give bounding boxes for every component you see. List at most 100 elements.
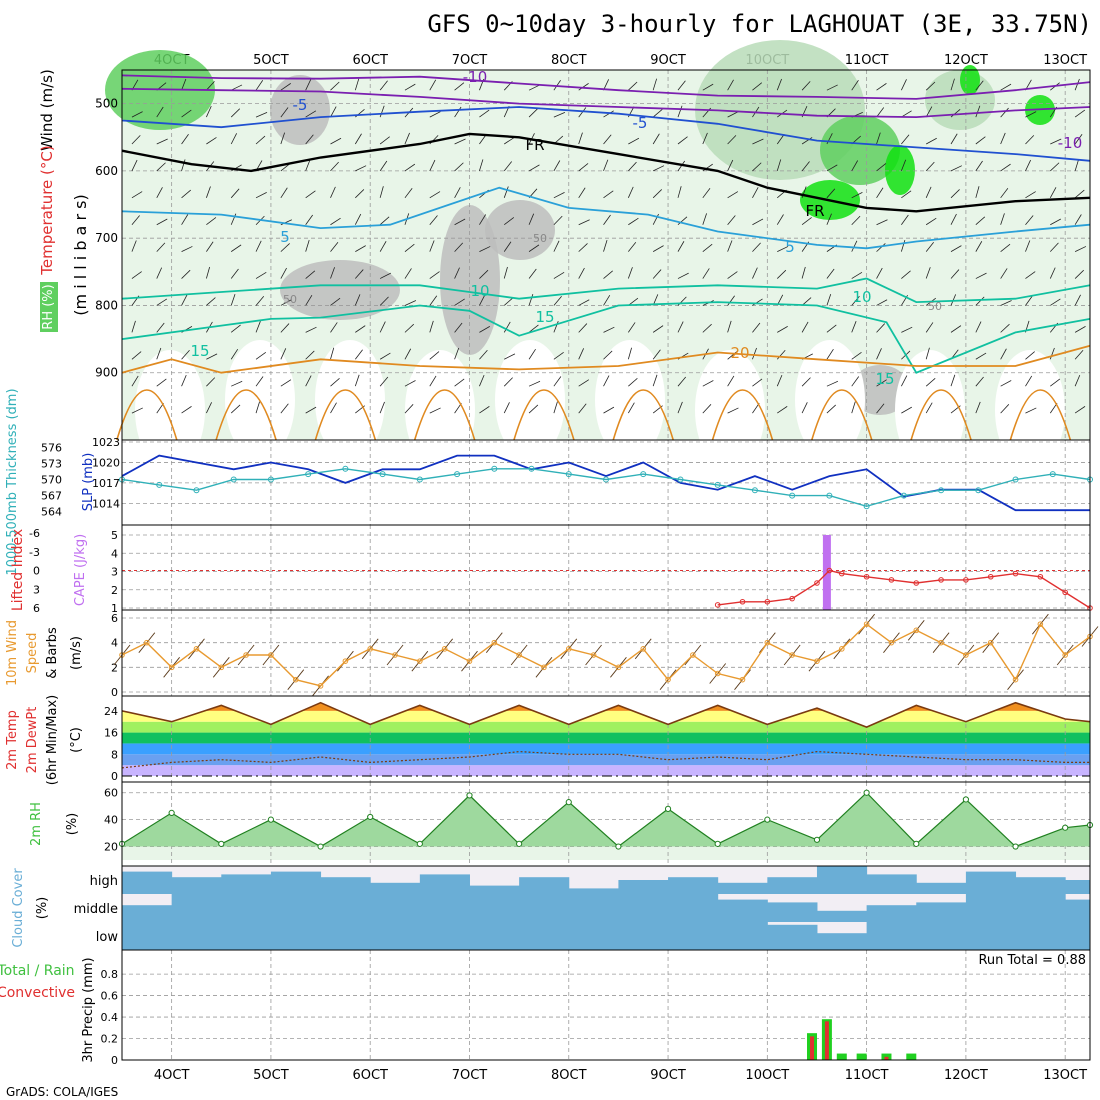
wind-barb [206, 377, 216, 387]
wind-barb [404, 132, 410, 145]
rh2m-point [1062, 824, 1069, 831]
rh-shade [925, 70, 995, 130]
pressure-tick-label: 900 [95, 366, 118, 380]
wind-barb [305, 110, 317, 118]
cloud-high-bar [122, 871, 173, 894]
rh2m-panel: 60 40 20 2m RH (%) [29, 781, 1094, 867]
wind-barb [801, 217, 812, 226]
wind-barb [280, 187, 288, 199]
wind10m-point [690, 652, 696, 658]
wind-barb [379, 241, 387, 252]
wind-barb [156, 242, 166, 252]
temperature-band [122, 721, 1090, 733]
wind-barb [355, 165, 367, 172]
wind-barb [354, 133, 362, 145]
wind10m-point [466, 658, 473, 664]
temperature-contour [121, 106, 1091, 162]
wind-barb [950, 294, 957, 306]
wind-barb [975, 136, 986, 145]
cape-tick-label: 1 [111, 602, 118, 615]
wind-barb [528, 293, 534, 306]
temp2m-tick-label: 8 [111, 748, 118, 761]
temperature-contour [121, 132, 1091, 213]
wind-barb [975, 216, 986, 226]
wind-barb [553, 401, 558, 414]
wind-barb [1050, 298, 1061, 306]
top-date-label: 9OCT [650, 53, 686, 68]
wind-barb [479, 374, 485, 387]
wind-barb [1000, 268, 1008, 279]
temp2m-axis-label-2: (6hr Min/Max) [45, 695, 60, 785]
wind-barb [1025, 135, 1035, 145]
wind-barb [1050, 138, 1062, 145]
top-date-label: 12OCT [944, 53, 988, 68]
wind-barb [776, 350, 786, 360]
wind-barb [305, 190, 316, 199]
top-date-label: 13OCT [1043, 53, 1087, 68]
wind-barb [925, 186, 932, 198]
wind-barb [603, 190, 614, 199]
wind-barb [1049, 242, 1059, 252]
lifted-index-point [838, 570, 845, 577]
cape-tick-label: 2 [111, 584, 118, 597]
contour-label: 15 [875, 370, 894, 388]
wind-barb [876, 187, 884, 199]
wind-barb [156, 138, 168, 145]
wind-barb [925, 402, 933, 414]
wind-barb [1025, 351, 1035, 360]
cape-tick-label: 3 [111, 566, 118, 579]
wind-barb [255, 351, 267, 360]
wind-barb [1000, 163, 1011, 172]
wind-barb [752, 347, 757, 360]
wind-barb [851, 296, 860, 306]
wind-barb [429, 407, 441, 414]
wind-barb [206, 297, 216, 306]
wind10m-point [987, 639, 994, 646]
thickness-point [1012, 476, 1019, 483]
wind-barb [702, 132, 708, 145]
rh2m-point [764, 816, 771, 823]
wind-barb [156, 187, 163, 199]
precip-total-bar [836, 1053, 847, 1060]
cloud-low-bar [866, 922, 917, 950]
wind-barb [429, 295, 438, 306]
wind10m-point [193, 646, 200, 652]
cloud-low-bar [816, 933, 868, 950]
wind-barb [752, 138, 764, 145]
wind-barb [1074, 350, 1084, 360]
wind-barb [652, 165, 665, 172]
lifted-index-point [1012, 570, 1019, 577]
thickness-point [863, 503, 870, 510]
wind-barb [379, 160, 388, 172]
stability-panel: -6 -3 0 3 6 5 4 3 2 1 Lifted Index CAPE (J/kg) [10, 524, 1093, 615]
wind-barb [255, 321, 261, 333]
contour-label: -10 [463, 68, 488, 86]
bottom-date-axis: 4OCT 5OCT 6OCT 7OCT 8OCT 9OCT 10OCT 11OCT 12OCT 1… [154, 1068, 1087, 1083]
wind-barb [503, 217, 515, 226]
dry-lobe [315, 340, 385, 460]
wind-barb [503, 402, 510, 414]
wind-barb [578, 132, 583, 145]
wind-barb [230, 133, 238, 145]
wind-tick-label: 6 [111, 612, 118, 625]
wind-barb [727, 407, 739, 414]
wind-barb [454, 82, 465, 91]
contour-label: 10 [470, 282, 489, 300]
wind-barb [181, 134, 189, 145]
wind-barb [1000, 404, 1010, 414]
contour-label: 50 [928, 300, 942, 313]
wind-barb [776, 78, 782, 91]
cloud-low-bar [270, 922, 322, 950]
wind-barb [628, 322, 636, 333]
wind-barb [454, 267, 460, 279]
temp2m-axis-label-1: 2m DewPt [25, 707, 40, 774]
wind10m-point [1062, 652, 1068, 658]
temperature-contour [121, 87, 1091, 119]
precip-convective-bar [884, 1056, 889, 1060]
dry-lobe [795, 340, 865, 460]
rh-shade [885, 145, 915, 195]
rh-shade [820, 115, 900, 185]
wind-barb [1025, 375, 1033, 387]
wind-barb [553, 376, 562, 387]
wind-barb [553, 271, 565, 279]
